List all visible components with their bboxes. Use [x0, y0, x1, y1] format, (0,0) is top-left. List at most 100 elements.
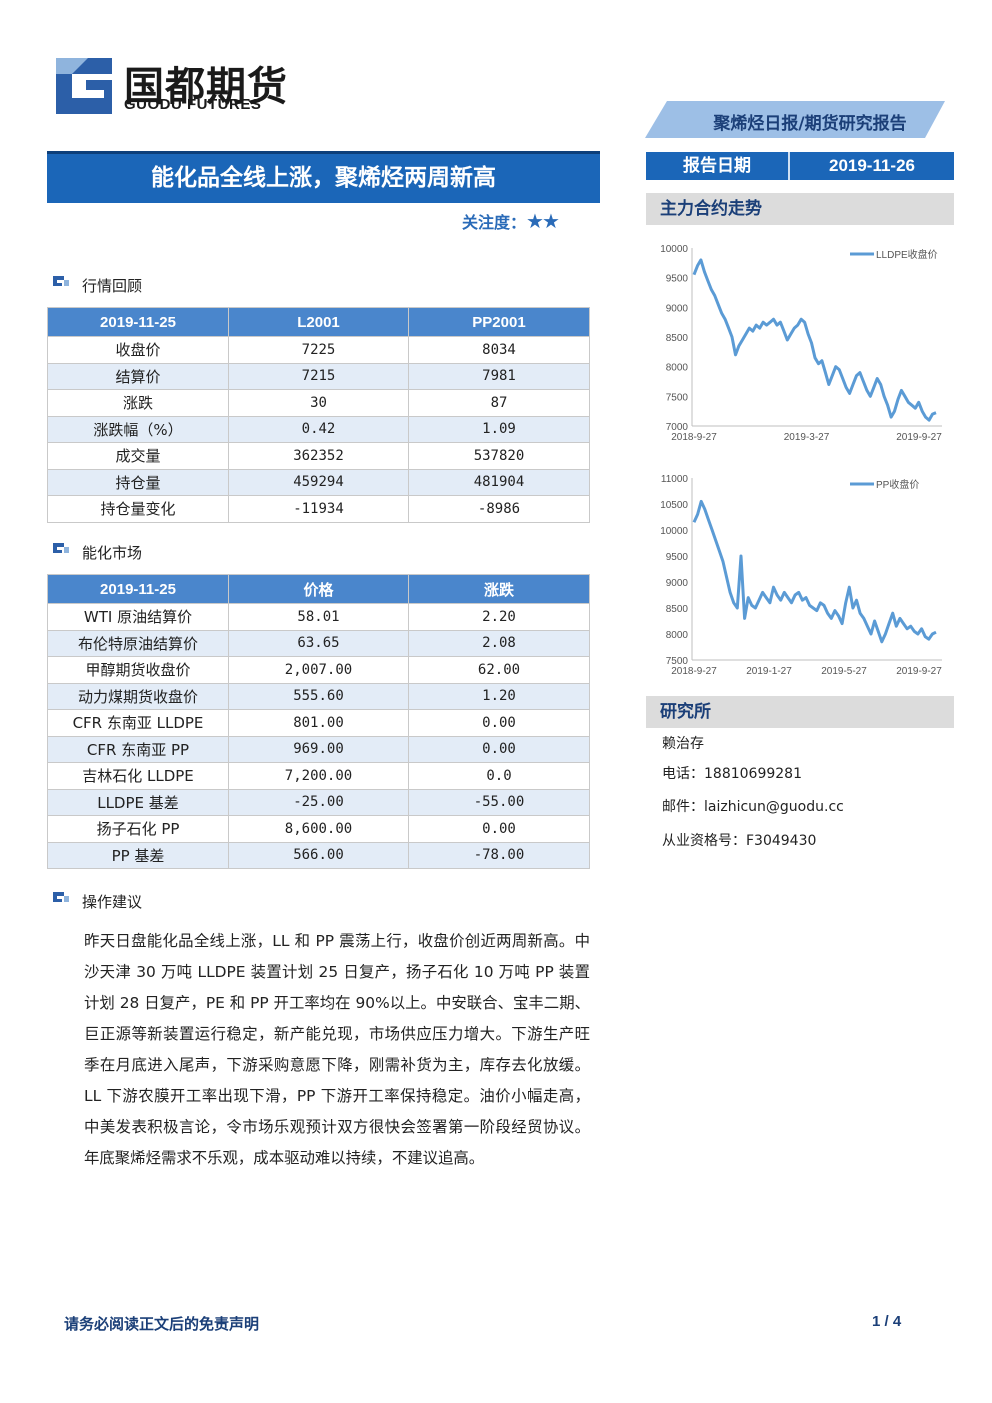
cell-value: 1.09 — [408, 415, 590, 443]
row-label: 结算价 — [47, 362, 229, 390]
email-line: 邮件：laizhicun@guodu.cc — [662, 796, 844, 816]
table-row: CFR 东南亚 PP 969.00 0.00 — [47, 735, 590, 763]
cell-value: 62.00 — [408, 656, 590, 684]
row-label: 甲醇期货收盘价 — [47, 656, 229, 684]
row-label: 布伦特原油结算价 — [47, 629, 229, 657]
y-tick-label: 7500 — [666, 392, 689, 403]
y-tick-label: 8000 — [666, 363, 689, 374]
table-row: 涨跌幅（%） 0.42 1.09 — [47, 415, 590, 443]
y-tick-label: 10000 — [660, 244, 688, 255]
report-date-label: 报告日期 — [683, 156, 751, 176]
email-label: 邮件： — [662, 799, 704, 815]
cell-value: 969.00 — [228, 735, 409, 763]
report-type-banner — [645, 101, 945, 138]
cell-value: 1.20 — [408, 682, 590, 710]
table-row: 持仓量 459294 481904 — [47, 468, 590, 496]
cell-value: 7215 — [228, 362, 409, 390]
energy-market-table: 2019-11-25 价格 涨跌 WTI 原油结算价 58.01 2.20 布伦特原… — [47, 574, 590, 869]
license-value: F3049430 — [746, 833, 817, 849]
table-row: 持仓量变化 -11934 -8986 — [47, 495, 590, 523]
x-tick-label: 2018-9-27 — [671, 666, 717, 677]
cell-value: 0.00 — [408, 815, 590, 843]
section-title-advice: 操作建议 — [82, 893, 143, 911]
y-tick-label: 8500 — [666, 604, 689, 615]
pp-chart: 7500 8000 8500 9000 9500 10000 10500 11000 2018-… — [648, 466, 954, 690]
cell-value: 8,600.00 — [228, 815, 409, 843]
cell-value: 58.01 — [228, 603, 409, 631]
report-type-label: 聚烯烃日报/期货研究报告 — [713, 114, 907, 134]
x-tick-label: 2019-1-27 — [746, 666, 792, 677]
table-row: 收盘价 7225 8034 — [47, 336, 590, 364]
license-label: 从业资格号： — [662, 833, 746, 849]
advice-paragraph: 昨天日盘能化品全线上涨，LL 和 PP 震荡上行，收盘价创近两周新高。中沙天津 … — [84, 932, 590, 1167]
x-tick-label: 2018-9-27 — [671, 432, 717, 443]
table-header: 2019-11-25 — [47, 574, 229, 604]
cell-value: 801.00 — [228, 709, 409, 737]
row-label: 涨跌幅（%） — [47, 415, 229, 443]
disclaimer-notice[interactable]: 请务必阅读正文后的免责声明 — [64, 1315, 260, 1333]
futures-quote-table: 2019-11-25 L2001 PP2001 收盘价 7225 8034 结算价 7… — [47, 307, 590, 523]
row-label: CFR 东南亚 LLDPE — [47, 709, 229, 737]
table-header: 2019-11-25 — [47, 307, 229, 337]
y-tick-label: 9000 — [666, 303, 689, 314]
table-row: 甲醇期货收盘价 2,007.00 62.00 — [47, 656, 590, 684]
cell-value: -11934 — [228, 495, 409, 523]
table-row: 动力煤期货收盘价 555.60 1.20 — [47, 682, 590, 710]
row-label: 扬子石化 PP — [47, 815, 229, 843]
series-line — [692, 258, 937, 422]
cell-value: -25.00 — [228, 788, 409, 816]
table-row: 涨跌 30 87 — [47, 389, 590, 417]
y-tick-label: 7000 — [666, 422, 689, 433]
company-logo — [56, 58, 112, 114]
phone-label: 电话： — [662, 766, 704, 782]
cell-value: 0.00 — [408, 709, 590, 737]
focus-rating: 关注度：★★ — [462, 209, 560, 233]
y-tick-label: 7500 — [666, 656, 689, 667]
x-tick-label: 2019-9-27 — [896, 666, 942, 677]
section-title-market-review: 行情回顾 — [82, 277, 143, 295]
section-bullet-icon — [53, 276, 69, 286]
cell-value: 2.20 — [408, 603, 590, 631]
row-label: 持仓量 — [47, 468, 229, 496]
page-number: 1 / 4 — [872, 1313, 902, 1330]
table-row: CFR 东南亚 LLDPE 801.00 0.00 — [47, 709, 590, 737]
y-tick-label: 9500 — [666, 274, 689, 285]
table-row: PP 基差 566.00 -78.00 — [47, 841, 590, 869]
cell-value: 0.00 — [408, 735, 590, 763]
table-row: 布伦特原油结算价 63.65 2.08 — [47, 629, 590, 657]
row-label: LLDPE 基差 — [47, 788, 229, 816]
row-label: WTI 原油结算价 — [47, 603, 229, 631]
report-title-bar: 能化品全线上涨，聚烯烃两周新高 — [47, 151, 600, 203]
table-row: 结算价 7215 7981 — [47, 362, 590, 390]
email-link[interactable]: laizhicun@guodu.cc — [704, 799, 844, 815]
focus-stars: ★★ — [526, 209, 560, 233]
x-tick-label: 2019-3-27 — [784, 432, 830, 443]
row-label: 持仓量变化 — [47, 495, 229, 523]
report-title: 能化品全线上涨，聚烯烃两周新高 — [151, 165, 496, 191]
research-heading: 研究所 — [646, 696, 954, 728]
row-label: 吉林石化 LLDPE — [47, 762, 229, 790]
cell-value: 2.08 — [408, 629, 590, 657]
logo-text-cn: 国都期货 — [124, 64, 288, 110]
cell-value: 2,007.00 — [228, 656, 409, 684]
cell-value: 0.0 — [408, 762, 590, 790]
cell-value: 459294 — [228, 468, 409, 496]
cell-value: 566.00 — [228, 841, 409, 869]
legend-label: PP收盘价 — [876, 478, 919, 491]
y-tick-label: 11000 — [661, 474, 689, 485]
lldpe-chart-svg: 7000 7500 8000 8500 9000 9500 10000 2018-9-27 20… — [660, 244, 942, 443]
section-bullet-icon — [53, 543, 69, 553]
row-label: CFR 东南亚 PP — [47, 735, 229, 763]
cell-value: 87 — [408, 389, 590, 417]
report-date-value: 2019-11-26 — [828, 156, 916, 175]
cell-value: -8986 — [408, 495, 590, 523]
cell-value: 362352 — [228, 442, 409, 470]
phone-value: 18810699281 — [704, 766, 802, 782]
y-tick-label: 10500 — [660, 500, 688, 511]
y-tick-label: 9000 — [666, 578, 689, 589]
trend-heading: 主力合约走势 — [646, 193, 954, 225]
cell-value: 537820 — [408, 442, 590, 470]
cell-value: 7,200.00 — [228, 762, 409, 790]
cell-value: 63.65 — [228, 629, 409, 657]
y-tick-label: 8500 — [666, 333, 689, 344]
